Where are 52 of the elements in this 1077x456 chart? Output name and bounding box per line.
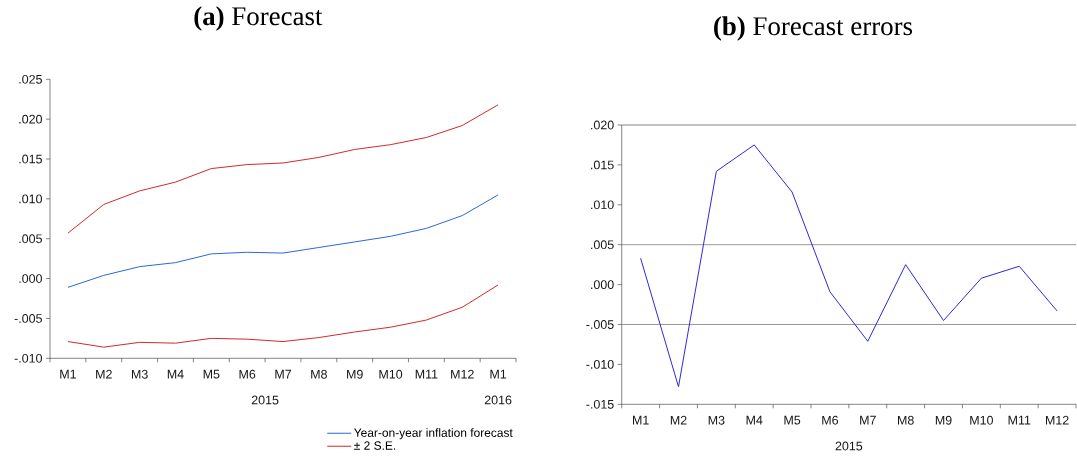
x-tick-label: M7 bbox=[860, 415, 876, 425]
x-tick-label: M2 bbox=[670, 415, 687, 425]
x-tick-label: M6 bbox=[822, 415, 839, 425]
legend-label: ± 2 S.E. bbox=[354, 441, 396, 450]
x-tick-label: M1 bbox=[490, 369, 507, 379]
y-tick-label: .025 bbox=[19, 74, 42, 84]
y-tick-label: .000 bbox=[19, 274, 42, 283]
x-tick-label: M12 bbox=[451, 369, 474, 379]
text: 2015 bbox=[251, 395, 279, 405]
x-tick-label: M11 bbox=[415, 369, 438, 379]
y-tick-label: .015 bbox=[19, 154, 42, 164]
y-tick-label: .005 bbox=[19, 234, 42, 244]
x-tick-label: M8 bbox=[898, 415, 914, 425]
x-tick-label: M9 bbox=[347, 369, 363, 379]
chart-title: (b) Forecast errors bbox=[714, 16, 913, 41]
x-tick-label: M1 bbox=[60, 369, 76, 379]
x-tick-label: M3 bbox=[708, 415, 725, 425]
x-tick-label: M3 bbox=[131, 369, 148, 379]
legend-label: Year-on-year inflation forecast bbox=[354, 428, 513, 440]
text: 2016 bbox=[484, 395, 512, 405]
x-tick-label: M10 bbox=[379, 369, 403, 379]
line-series bbox=[67, 284, 499, 348]
y-tick-label: .005 bbox=[591, 240, 614, 250]
x-tick-label: M1 bbox=[633, 415, 649, 425]
y-tick-label: .010 bbox=[19, 194, 42, 204]
y-tick-label: -.010 bbox=[586, 360, 614, 369]
x-tick-label: M12 bbox=[1045, 415, 1069, 425]
y-tick-label: .015 bbox=[591, 160, 614, 170]
x-tick-label: M2 bbox=[96, 369, 112, 379]
line-series bbox=[640, 144, 1058, 388]
x-tick-label: M11 bbox=[1008, 415, 1031, 425]
y-tick-label: -.010 bbox=[14, 353, 42, 363]
y-tick-label: .020 bbox=[19, 114, 42, 124]
x-tick-label: M4 bbox=[167, 369, 184, 379]
x-tick-label: M10 bbox=[970, 415, 993, 425]
x-tick-label: M6 bbox=[239, 369, 256, 379]
x-tick-label: M7 bbox=[275, 369, 292, 379]
x-tick-label: M5 bbox=[203, 369, 220, 379]
x-tick-label: M4 bbox=[746, 415, 763, 425]
text: 2015 bbox=[835, 441, 863, 451]
chart-title: (a) Forecast bbox=[194, 6, 323, 31]
y-tick-label: .010 bbox=[591, 200, 614, 210]
y-tick-label: -.015 bbox=[586, 399, 614, 409]
x-tick-label: M8 bbox=[311, 369, 327, 379]
y-tick-label: .000 bbox=[591, 280, 614, 290]
line-series bbox=[67, 194, 499, 288]
y-tick-label: -.005 bbox=[586, 320, 614, 329]
x-tick-label: M5 bbox=[784, 415, 801, 425]
y-tick-label: .020 bbox=[591, 120, 614, 130]
x-tick-label: M9 bbox=[935, 415, 952, 425]
line-series bbox=[67, 104, 499, 234]
y-tick-label: -.005 bbox=[14, 314, 42, 323]
